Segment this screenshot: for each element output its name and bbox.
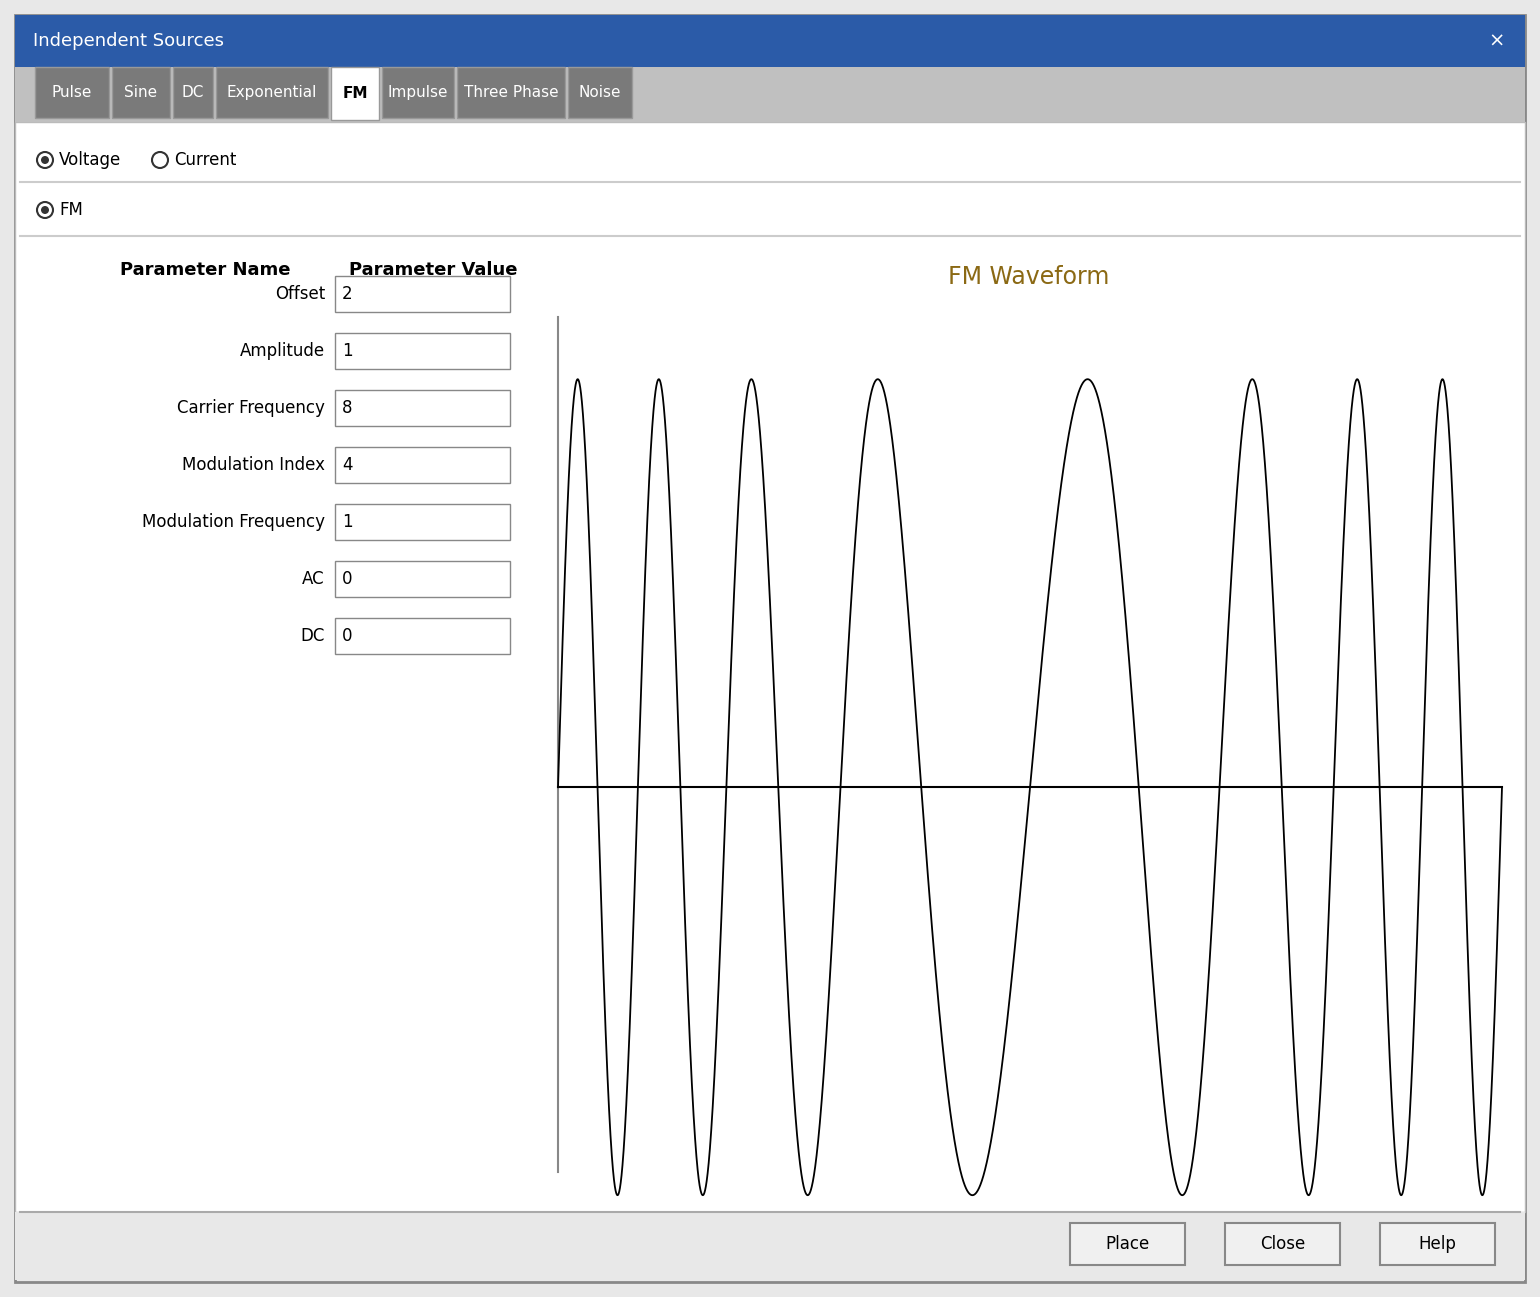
Circle shape — [42, 156, 49, 163]
Text: DC: DC — [182, 86, 205, 100]
Bar — [15, 16, 1525, 67]
Text: FM Waveform: FM Waveform — [947, 265, 1109, 289]
Text: Amplitude: Amplitude — [240, 342, 325, 361]
Text: FM: FM — [342, 86, 368, 101]
Text: Close: Close — [1260, 1235, 1304, 1253]
Text: Sine: Sine — [125, 86, 157, 100]
Bar — [112, 67, 169, 118]
Text: Place: Place — [1106, 1235, 1150, 1253]
Bar — [172, 67, 213, 118]
Bar — [35, 67, 109, 118]
Bar — [336, 447, 510, 482]
Circle shape — [37, 152, 52, 169]
Bar — [1380, 1223, 1495, 1265]
Text: FM: FM — [59, 201, 83, 219]
Text: 1: 1 — [342, 342, 353, 361]
Text: 0: 0 — [342, 569, 353, 588]
Text: Offset: Offset — [274, 285, 325, 303]
Bar — [457, 67, 565, 118]
Text: 8: 8 — [342, 399, 353, 418]
Text: Independent Sources: Independent Sources — [32, 32, 223, 51]
Bar — [336, 390, 510, 425]
Text: Impulse: Impulse — [388, 86, 448, 100]
Bar — [15, 122, 1525, 1211]
Circle shape — [152, 152, 168, 169]
Bar — [336, 333, 510, 370]
Bar — [15, 67, 1525, 122]
Text: 1: 1 — [342, 514, 353, 530]
Text: Noise: Noise — [579, 86, 621, 100]
Text: Modulation Index: Modulation Index — [182, 457, 325, 473]
Bar — [382, 67, 454, 118]
Bar — [1224, 1223, 1340, 1265]
Text: Three Phase: Three Phase — [464, 86, 559, 100]
Text: Pulse: Pulse — [52, 86, 92, 100]
Text: Modulation Frequency: Modulation Frequency — [142, 514, 325, 530]
Text: Exponential: Exponential — [226, 86, 317, 100]
Text: AC: AC — [302, 569, 325, 588]
Text: Carrier Frequency: Carrier Frequency — [177, 399, 325, 418]
Circle shape — [37, 202, 52, 218]
Bar — [336, 505, 510, 540]
Text: Help: Help — [1418, 1235, 1457, 1253]
Text: DC: DC — [300, 626, 325, 645]
Text: Parameter Value: Parameter Value — [348, 261, 517, 279]
Text: 0: 0 — [342, 626, 353, 645]
Bar — [1070, 1223, 1184, 1265]
Text: Voltage: Voltage — [59, 150, 122, 169]
Text: 4: 4 — [342, 457, 353, 473]
Bar — [216, 67, 328, 118]
Circle shape — [42, 206, 49, 214]
Text: Current: Current — [174, 150, 236, 169]
Text: ×: × — [1489, 31, 1505, 51]
Bar — [15, 1211, 1525, 1280]
Bar — [336, 276, 510, 313]
Bar — [336, 562, 510, 597]
Text: Parameter Name: Parameter Name — [120, 261, 290, 279]
Bar — [568, 67, 631, 118]
Bar — [336, 617, 510, 654]
Text: 2: 2 — [342, 285, 353, 303]
Bar — [331, 67, 379, 121]
